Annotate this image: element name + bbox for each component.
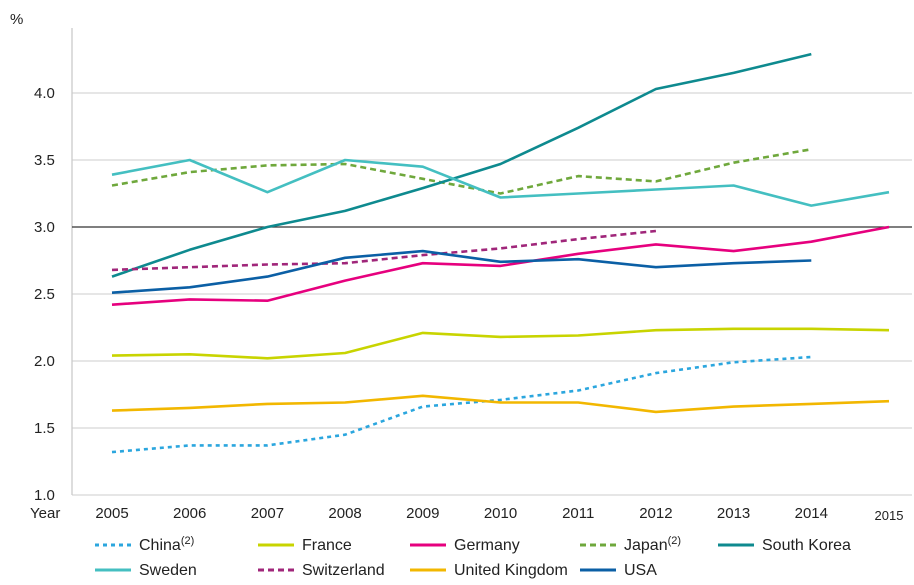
legend-label: China(2): [139, 535, 194, 554]
y-tick-label: 3.0: [34, 219, 55, 236]
x-tick-label: 2013: [717, 505, 750, 522]
series-line-sweden: [111, 158, 890, 207]
series-line-china: [111, 355, 812, 454]
x-tick-label: 2007: [251, 505, 284, 522]
series-lines: [111, 52, 890, 454]
series-line-united-kingdom: [111, 394, 890, 414]
x-tick-label: 2010: [484, 505, 517, 522]
legend-label: Germany: [454, 537, 520, 554]
y-tick-label: 2.5: [34, 286, 55, 303]
series-line-japan: [111, 148, 812, 195]
x-tick-label: 2012: [639, 505, 672, 522]
series-line-usa: [111, 249, 812, 294]
y-tick-label: 4.0: [34, 85, 55, 102]
legend-label: United Kingdom: [454, 562, 568, 579]
x-tick-labels: 2005 2006 2007 2008 2009 2010 2011 2012 2013 2014…: [95, 505, 903, 523]
legend-label: USA: [624, 562, 657, 579]
y-tick-label: 2.0: [34, 353, 55, 370]
series-line-switzerland: [111, 229, 657, 272]
series-line-germany: [111, 225, 890, 306]
x-axis-label: Year: [30, 505, 60, 522]
legend-label: Sweden: [139, 562, 197, 579]
x-tick-label: 2008: [328, 505, 361, 522]
gridlines: [72, 92, 912, 496]
series-line-france: [111, 327, 890, 360]
legend-label: France: [302, 537, 352, 554]
x-tick-label: 2006: [173, 505, 206, 522]
legend-label: Japan(2): [624, 535, 681, 554]
y-tick-label: 1.5: [34, 420, 55, 437]
x-tick-label: 2005: [95, 505, 128, 522]
x-tick-label: 2011: [562, 505, 594, 522]
x-tick-label: 2015: [875, 508, 904, 523]
y-tick-label: 1.0: [34, 487, 55, 504]
x-tick-label: 2009: [406, 505, 439, 522]
y-tick-labels: 1.0 1.5 2.0 2.5 3.0 3.5 4.0: [34, 85, 55, 504]
x-tick-label: 2014: [795, 505, 828, 522]
y-axis-label: %: [10, 11, 23, 28]
series-line-south-korea: [111, 52, 812, 278]
legend: China(2) France Germany Japan(2) South Korea…: [95, 535, 851, 579]
legend-label: South Korea: [762, 537, 851, 554]
y-tick-label: 3.5: [34, 152, 55, 169]
legend-label: Switzerland: [302, 562, 385, 579]
